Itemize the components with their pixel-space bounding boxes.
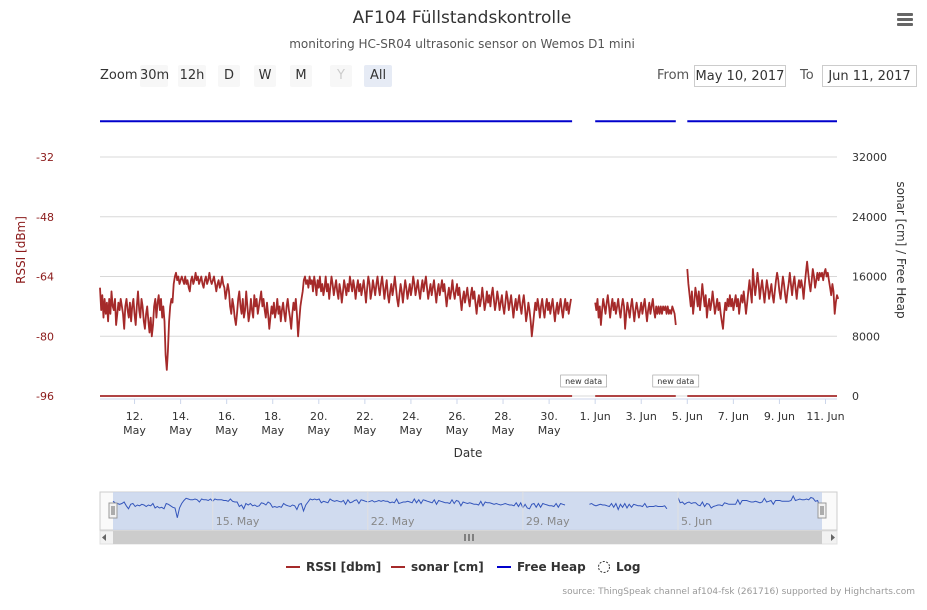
x-tick-label: 7. Jun [718,410,749,423]
scrollbar-thumb[interactable] [113,531,822,544]
scroll-right-arrow-icon[interactable] [831,534,835,541]
navigator-series-line [112,497,566,518]
x-tick-label: 18. May [261,410,284,437]
legend-item-label[interactable]: Free Heap [517,560,586,574]
x-tick-label: 5. Jun [672,410,703,423]
y-left-axis-title: RSSI [dBm] [14,216,28,284]
y-left-tick-label: -32 [36,151,54,164]
navigator-series-line [589,502,668,511]
scroll-left-arrow-icon[interactable] [102,534,106,541]
legend[interactable]: RSSI [dbm] sonar [cm] Free Heap Log [286,560,640,574]
x-tick-label: 24. May [400,410,423,437]
series-rssi-dbm-segment[interactable] [594,294,677,330]
x-tick-label: 22. May [353,410,376,437]
y-left-tick-label: -64 [36,271,54,284]
chart-subtitle: monitoring HC-SR04 ultrasonic sensor on … [289,37,635,51]
series-rssi-dbm-segment[interactable] [99,271,572,371]
y-right-axis-title: sonar [cm] / Free Heap [894,181,908,318]
navigator[interactable]: 15. May 22. May 29. May 5. Jun [99,491,838,545]
y-left-tick-label: -96 [36,390,54,403]
to-label: To [800,68,814,83]
flag-label: new data [565,377,602,386]
x-tick-label: 9. Jun [764,410,795,423]
from-date-input[interactable]: May 10, 2017 [694,65,786,87]
navigator-series-line [677,494,823,509]
flag-label: new data [657,377,694,386]
axes: -32 -48 -64 -80 -96 32000 24000 16000 8000 0 RSSI … [14,151,908,460]
legend-item-label[interactable]: RSSI [dbm] [306,560,381,574]
zoom-button-30m[interactable]: 30m [140,65,169,87]
navigator-tick-label: 5. Jun [681,515,712,528]
x-tick-label: 30. May [538,410,561,437]
zoom-button-all[interactable]: All [364,65,392,87]
legend-item-label[interactable]: sonar [cm] [411,560,484,574]
x-tick-label: 11. Jun [806,410,844,423]
y-right-tick-label: 32000 [852,151,887,164]
y-left-tick-label: -80 [36,330,54,343]
flag-markers: new data new data [560,374,700,388]
x-tick-label: 3. Jun [626,410,657,423]
zoom-label: Zoom [100,68,138,83]
navigator-selection[interactable] [113,492,822,530]
y-right-tick-label: 24000 [852,211,887,224]
zoom-button-w[interactable]: W [254,65,276,87]
x-tick-label: 12. May [123,410,146,437]
y-right-tick-label: 16000 [852,271,887,284]
navigator-right-handle[interactable] [817,502,827,519]
y-right-tick-label: 0 [852,390,859,403]
x-tick-label: 1. Jun [580,410,611,423]
x-tick-label: 28. May [492,410,515,437]
x-axis-title: Date [454,446,483,460]
legend-item-label[interactable]: Log [616,560,640,574]
navigator-tick-label: 29. May [526,515,570,528]
flag-box[interactable] [560,374,607,388]
x-tick-label: 14. May [169,410,192,437]
navigator-tick-label: 15. May [216,515,260,528]
y-right-tick-label: 8000 [852,330,880,343]
y-left-tick-label: -48 [36,211,54,224]
plot-area [99,120,840,397]
x-tick-label: 16. May [215,410,238,437]
legend-log-circle-icon[interactable] [598,561,610,573]
hamburger-menu-icon[interactable] [890,8,922,32]
zoom-button-y[interactable]: Y [330,65,352,87]
credits[interactable]: source: ThingSpeak channel af104-fsk (26… [562,587,915,597]
x-tick-label: 20. May [307,410,330,437]
zoom-button-d[interactable]: D [218,65,240,87]
zoom-button-12h[interactable]: 12h [178,65,206,87]
x-tick-label: 26. May [446,410,469,437]
chart-title: AF104 Füllstandskontrolle [353,8,572,28]
zoom-button-m[interactable]: M [290,65,312,87]
navigator-left-handle[interactable] [108,502,118,519]
navigator-tick-label: 22. May [371,515,415,528]
from-label: From [657,68,690,83]
series-rssi-dbm-segment[interactable] [686,260,840,330]
to-date-input[interactable]: Jun 11, 2017 [822,65,917,87]
flag-box[interactable] [652,374,700,388]
